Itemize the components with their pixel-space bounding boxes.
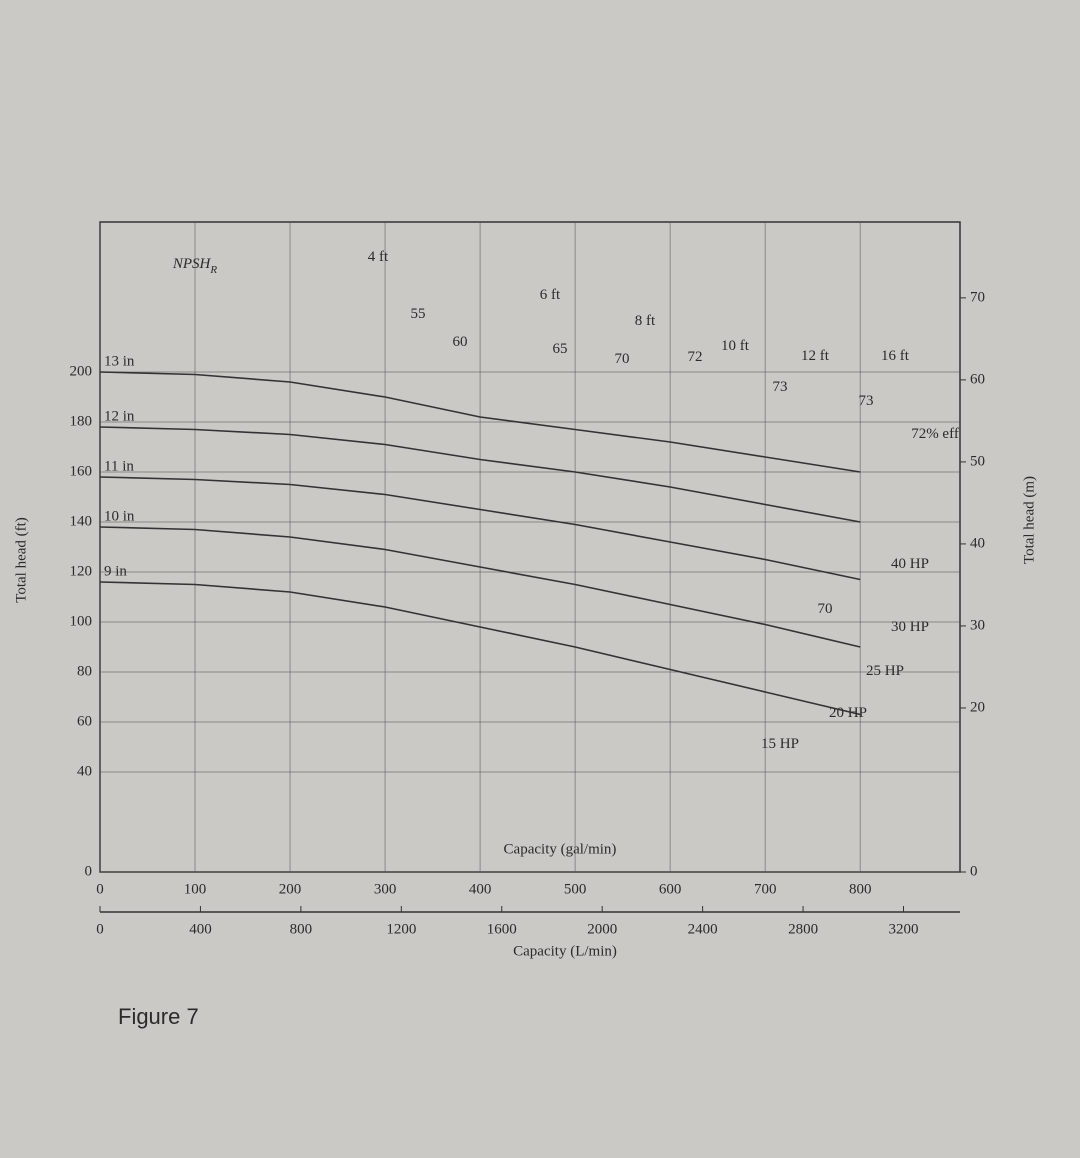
x2-tick-label: 0 xyxy=(96,921,104,937)
x2-tick-label: 400 xyxy=(189,921,212,937)
annotation: 70 xyxy=(818,601,833,617)
annotation-text: 4 ft xyxy=(368,249,389,265)
annotation-text: 55 xyxy=(411,306,426,322)
x-tick-label: 200 xyxy=(279,881,302,897)
annotation-text: 70 xyxy=(818,601,833,617)
y-tick-label: 100 xyxy=(70,613,93,629)
annotation-text: 40 HP xyxy=(891,556,929,572)
annotation-text: 16 ft xyxy=(881,348,910,364)
x-tick-label: 300 xyxy=(374,881,397,897)
annotation-text: 73 xyxy=(859,393,874,409)
y-tick-label: 120 xyxy=(70,563,93,579)
x2-tick-label: 2000 xyxy=(587,921,617,937)
series-label: 12 in xyxy=(104,408,135,424)
y-tick-label: 160 xyxy=(70,463,93,479)
y2-tick-label: 70 xyxy=(970,289,985,305)
figure-caption: Figure 7 xyxy=(118,1004,199,1029)
x2-tick-label: 1200 xyxy=(386,921,416,937)
y-tick-label: 140 xyxy=(70,513,93,529)
x-axis-label: Capacity (gal/min) xyxy=(504,841,617,857)
annotation: 65 xyxy=(553,341,568,357)
y2-tick-label: 30 xyxy=(970,617,985,633)
annotation-text: NPSH xyxy=(172,256,212,272)
x2-axis-label: Capacity (L/min) xyxy=(513,943,617,959)
y-tick-label: 0 xyxy=(85,863,93,879)
annotation: 4 ft xyxy=(368,249,389,265)
annotation-text: 60 xyxy=(453,334,468,350)
annotation: 40 HP xyxy=(891,556,929,572)
y2-tick-label: 50 xyxy=(970,453,985,469)
head-curve xyxy=(99,476,861,581)
x2-tick-label: 2400 xyxy=(688,921,718,937)
annotation: 73 xyxy=(773,379,788,395)
annotation-text: 15 HP xyxy=(761,736,799,752)
annotation: 10 ft xyxy=(721,338,750,354)
annotation-text: 25 HP xyxy=(866,663,904,679)
x-tick-label: 400 xyxy=(469,881,492,897)
annotation-text: 10 ft xyxy=(721,338,750,354)
x-tick-label: 0 xyxy=(96,881,104,897)
x2-tick-label: 1600 xyxy=(487,921,517,937)
y2-tick-label: 20 xyxy=(970,699,985,715)
y-tick-label: 180 xyxy=(70,413,93,429)
annotation-text: 70 xyxy=(615,351,630,367)
annotation: NPSHR xyxy=(172,256,218,275)
y2-tick-label: 60 xyxy=(970,371,985,387)
annotation-text: 72 xyxy=(688,349,703,365)
annotation-text: 6 ft xyxy=(540,287,561,303)
annotation: 25 HP xyxy=(866,663,904,679)
x-tick-label: 700 xyxy=(754,881,777,897)
head-curve xyxy=(99,526,861,648)
y-tick-label: 40 xyxy=(77,763,92,779)
x2-tick-label: 800 xyxy=(290,921,313,937)
annotation-text: 30 HP xyxy=(891,619,929,635)
annotation-text: 65 xyxy=(553,341,568,357)
annotation-text: 73 xyxy=(773,379,788,395)
annotation: 8 ft xyxy=(635,313,656,329)
y2-axis-label: Total head (m) xyxy=(1021,476,1037,564)
y-tick-label: 60 xyxy=(77,713,92,729)
annotation-text: 12 ft xyxy=(801,348,830,364)
annotation: 72% eff xyxy=(911,426,959,442)
annotation: 20 HP xyxy=(829,705,867,721)
series-label: 11 in xyxy=(104,458,134,474)
annotation: 30 HP xyxy=(891,619,929,635)
series-label: 10 in xyxy=(104,508,135,524)
y-axis-label: Total head (ft) xyxy=(13,517,29,603)
annotation-subscript: R xyxy=(209,264,217,276)
x2-tick-label: 2800 xyxy=(788,921,818,937)
series-label: 9 in xyxy=(104,563,127,579)
annotation-text: 20 HP xyxy=(829,705,867,721)
annotation-text: 72% eff xyxy=(911,426,959,442)
annotation: 55 xyxy=(411,306,426,322)
y-tick-label: 200 xyxy=(70,363,93,379)
head-curve xyxy=(99,371,861,473)
annotation: 72 xyxy=(688,349,703,365)
x-tick-label: 800 xyxy=(849,881,872,897)
y2-tick-label: 40 xyxy=(970,535,985,551)
annotation: 12 ft xyxy=(801,348,830,364)
annotation: 73 xyxy=(859,393,874,409)
annotation-text: 8 ft xyxy=(635,313,656,329)
annotation: 60 xyxy=(453,334,468,350)
annotation: 6 ft xyxy=(540,287,561,303)
annotation: 15 HP xyxy=(761,736,799,752)
y-tick-label: 80 xyxy=(77,663,92,679)
x-tick-label: 500 xyxy=(564,881,587,897)
y2-tick-label: 0 xyxy=(970,863,978,879)
head-curve xyxy=(99,426,861,523)
annotation: 16 ft xyxy=(881,348,910,364)
head-curve xyxy=(99,581,861,716)
x-tick-label: 600 xyxy=(659,881,682,897)
x2-tick-label: 3200 xyxy=(889,921,919,937)
series-label: 13 in xyxy=(104,353,135,369)
annotation: 70 xyxy=(615,351,630,367)
x-tick-label: 100 xyxy=(184,881,207,897)
